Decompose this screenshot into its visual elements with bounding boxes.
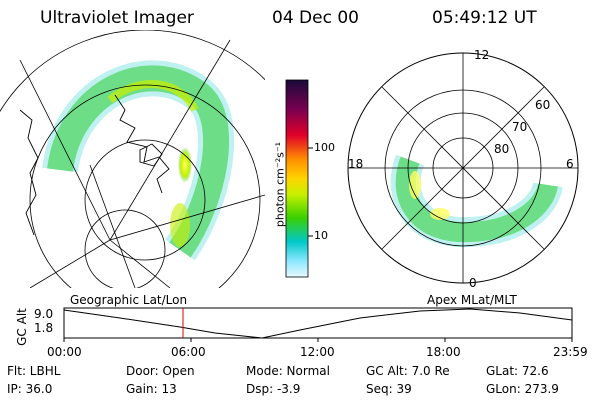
observation-date: 04 Dec 00 xyxy=(272,8,359,28)
info-seq: Seq: 39 xyxy=(366,382,412,396)
info-gc-alt: GC Alt: 7.0 Re xyxy=(366,364,450,378)
colorbar-tick-100: 100 xyxy=(314,141,335,154)
info-mode: Mode: Normal xyxy=(246,364,330,378)
info-glat: GLat: 72.6 xyxy=(486,364,549,378)
timeline-x-tick-0000: 00:00 xyxy=(47,345,82,359)
info-dsp: Dsp: -3.9 xyxy=(246,382,301,396)
info-door: Door: Open xyxy=(126,364,195,378)
info-ip: IP: 36.0 xyxy=(7,382,53,396)
instrument-title: Ultraviolet Imager xyxy=(40,8,194,28)
mlat-label-70: 70 xyxy=(512,120,528,134)
mlt-label-12: 12 xyxy=(474,48,490,62)
info-filter: Flt: LBHL xyxy=(7,364,61,378)
mlt-label-18: 18 xyxy=(348,157,364,171)
timeline-x-tick-1800: 18:00 xyxy=(426,345,461,359)
mlt-label-0: 0 xyxy=(469,276,477,290)
info-gain: Gain: 13 xyxy=(126,382,177,396)
timeline-x-tick-0600: 06:00 xyxy=(171,345,206,359)
mlat-label-80: 80 xyxy=(494,142,510,156)
timeline-x-tick-1200: 12:00 xyxy=(300,345,335,359)
timeline-left-title: Geographic Lat/Lon xyxy=(70,293,188,307)
timeline-right-title: Apex MLat/MLT xyxy=(427,293,517,307)
mlat-label-60: 60 xyxy=(535,98,551,112)
mlt-label-6: 6 xyxy=(566,157,574,171)
timeline-y-tick-bottom: 1.8 xyxy=(34,321,54,335)
timeline-y-tick-top: 9.0 xyxy=(34,307,54,321)
observation-time: 05:49:12 UT xyxy=(432,8,537,28)
timeline-x-tick-2359: 23:59 xyxy=(553,345,588,359)
colorbar-tick-10: 10 xyxy=(314,229,328,242)
info-glon: GLon: 273.9 xyxy=(486,382,559,396)
